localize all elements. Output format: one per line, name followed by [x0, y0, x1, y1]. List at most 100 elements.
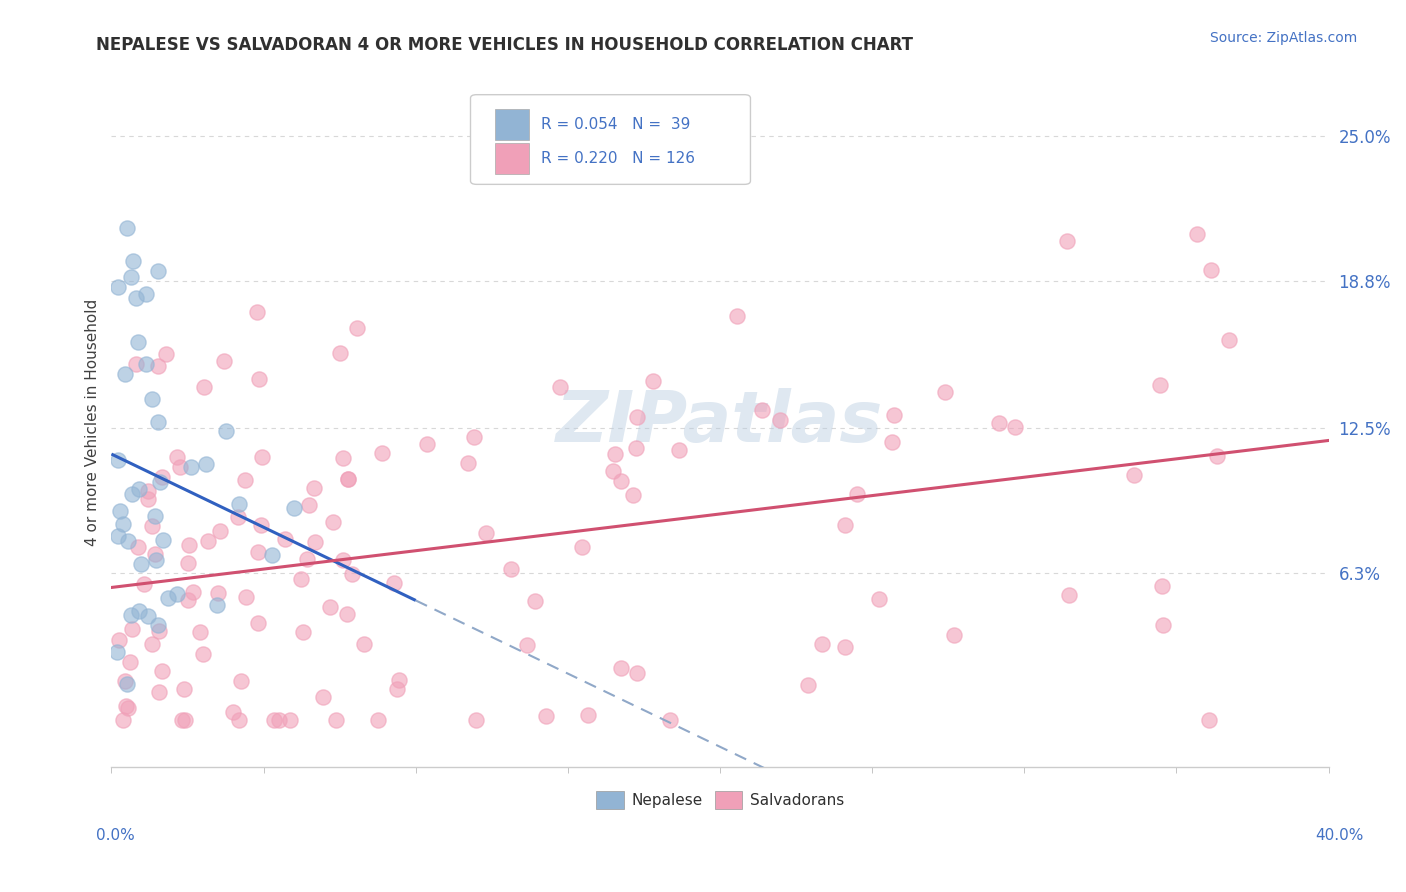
Point	[457, 456, 479, 470]
Point	[107, 280, 129, 294]
Point	[235, 591, 257, 605]
Point	[114, 367, 136, 381]
Point	[610, 661, 633, 675]
Point	[125, 291, 148, 305]
Point	[117, 700, 139, 714]
Point	[180, 460, 202, 475]
FancyBboxPatch shape	[471, 95, 751, 185]
Point	[621, 488, 644, 502]
Point	[882, 434, 904, 449]
Point	[987, 416, 1010, 430]
Point	[382, 576, 405, 591]
Point	[148, 624, 170, 638]
Point	[463, 430, 485, 444]
Text: R = 0.054   N =  39: R = 0.054 N = 39	[541, 117, 690, 132]
Point	[127, 541, 149, 555]
Point	[602, 464, 624, 478]
Point	[121, 487, 143, 501]
Point	[107, 453, 129, 467]
Point	[668, 443, 690, 458]
Point	[108, 632, 131, 647]
Point	[302, 481, 325, 495]
Point	[1056, 234, 1078, 248]
Point	[247, 616, 270, 631]
Point	[176, 556, 198, 570]
Point	[298, 498, 321, 512]
Point	[152, 664, 174, 678]
Point	[117, 533, 139, 548]
Point	[263, 714, 285, 728]
Point	[129, 558, 152, 572]
Point	[135, 357, 157, 371]
Point	[367, 714, 389, 728]
Point	[834, 517, 856, 532]
Point	[610, 474, 633, 488]
Point	[474, 525, 496, 540]
Point	[166, 587, 188, 601]
Point	[416, 436, 439, 450]
Point	[576, 707, 599, 722]
Point	[121, 622, 143, 636]
Point	[769, 413, 792, 427]
Point	[207, 586, 229, 600]
Point	[166, 450, 188, 465]
Point	[209, 524, 232, 539]
Point	[336, 607, 359, 622]
Point	[332, 553, 354, 567]
Point	[169, 459, 191, 474]
Point	[1149, 378, 1171, 392]
Point	[132, 577, 155, 591]
Point	[146, 359, 169, 373]
Point	[1152, 618, 1174, 632]
Point	[128, 482, 150, 496]
Point	[1004, 419, 1026, 434]
Point	[148, 685, 170, 699]
Point	[273, 532, 295, 546]
Point	[125, 357, 148, 371]
Point	[336, 472, 359, 486]
Point	[138, 484, 160, 499]
Point	[548, 379, 571, 393]
Point	[145, 553, 167, 567]
Point	[149, 475, 172, 490]
Point	[233, 474, 256, 488]
Point	[114, 673, 136, 688]
Point	[191, 648, 214, 662]
Point	[188, 624, 211, 639]
Point	[111, 714, 134, 728]
Point	[387, 673, 409, 688]
Point	[499, 562, 522, 576]
Point	[247, 545, 270, 559]
Y-axis label: 4 or more Vehicles in Household: 4 or more Vehicles in Household	[86, 299, 100, 546]
Point	[534, 708, 557, 723]
Point	[173, 681, 195, 696]
Point	[152, 533, 174, 547]
Point	[1122, 467, 1144, 482]
Point	[197, 534, 219, 549]
Point	[222, 706, 245, 720]
Point	[122, 253, 145, 268]
Point	[228, 497, 250, 511]
Legend: Nepalese, Salvadorans: Nepalese, Salvadorans	[591, 785, 851, 814]
Point	[280, 714, 302, 728]
Point	[141, 518, 163, 533]
Point	[353, 637, 375, 651]
Point	[114, 698, 136, 713]
Point	[170, 714, 193, 728]
Point	[524, 593, 547, 607]
Point	[262, 549, 284, 563]
Point	[297, 552, 319, 566]
Point	[176, 593, 198, 607]
Bar	[495, 109, 529, 140]
Point	[141, 392, 163, 407]
Point	[229, 674, 252, 689]
Point	[135, 287, 157, 301]
Point	[246, 305, 269, 319]
Point	[571, 541, 593, 555]
Point	[1152, 579, 1174, 593]
Point	[292, 624, 315, 639]
Point	[751, 403, 773, 417]
Point	[267, 714, 290, 728]
Point	[156, 591, 179, 606]
Point	[138, 609, 160, 624]
